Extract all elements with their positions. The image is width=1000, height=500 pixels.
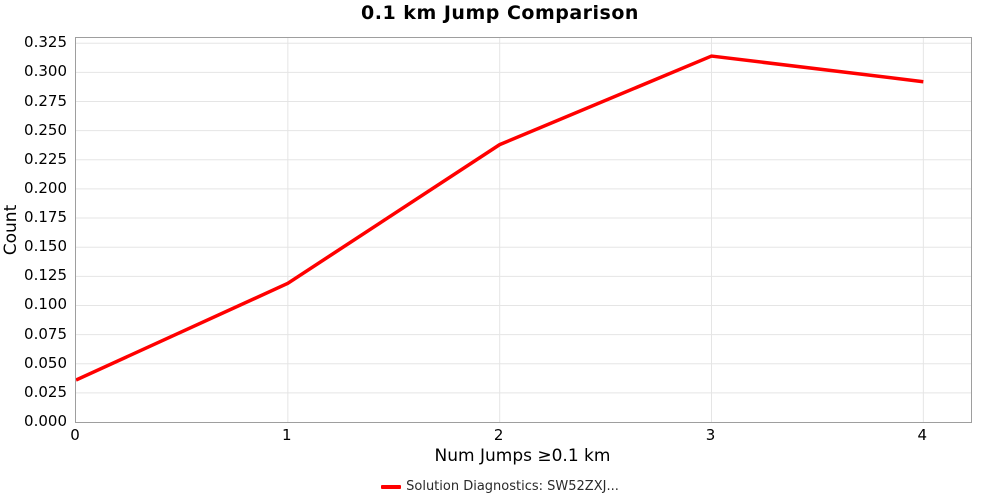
y-tick-label: 0.125 xyxy=(24,266,67,285)
legend: Solution Diagnostics: SW52ZXJ... xyxy=(0,479,1000,494)
x-tick-label: 4 xyxy=(917,426,928,444)
legend-item-solution-diagnostics[interactable]: Solution Diagnostics: SW52ZXJ... xyxy=(381,479,619,494)
y-tick-label: 0.000 xyxy=(24,412,67,430)
y-tick-label: 0.050 xyxy=(24,353,67,372)
x-tick-label: 0 xyxy=(70,426,80,444)
y-tick-label: 0.150 xyxy=(24,237,67,256)
plot-area[interactable] xyxy=(75,37,972,423)
x-tick-label: 3 xyxy=(705,426,716,444)
legend-label: Solution Diagnostics: SW52ZXJ... xyxy=(406,479,619,494)
y-tick-label: 0.200 xyxy=(24,178,67,197)
x-tick-label: 2 xyxy=(493,426,504,444)
line-plot-canvas xyxy=(76,38,971,422)
y-tick-label: 0.025 xyxy=(24,382,67,401)
y-tick-label: 0.250 xyxy=(24,120,67,139)
y-tick-label: 0.175 xyxy=(24,208,67,227)
y-tick-label: 0.100 xyxy=(24,295,67,314)
y-tick-label: 0.275 xyxy=(24,91,67,110)
y-tick-label: 0.075 xyxy=(24,324,67,343)
legend-line-swatch-icon xyxy=(381,484,402,489)
y-tick-label: 0.325 xyxy=(24,33,67,52)
x-axis-label: Num Jumps ≥0.1 km xyxy=(434,446,611,466)
x-tick-label: 1 xyxy=(282,426,292,444)
y-tick-label: 0.300 xyxy=(24,62,67,81)
y-tick-label: 0.225 xyxy=(24,149,67,168)
data-line xyxy=(76,54,924,382)
chart-title: 0.1 km Jump Comparison xyxy=(361,2,639,24)
